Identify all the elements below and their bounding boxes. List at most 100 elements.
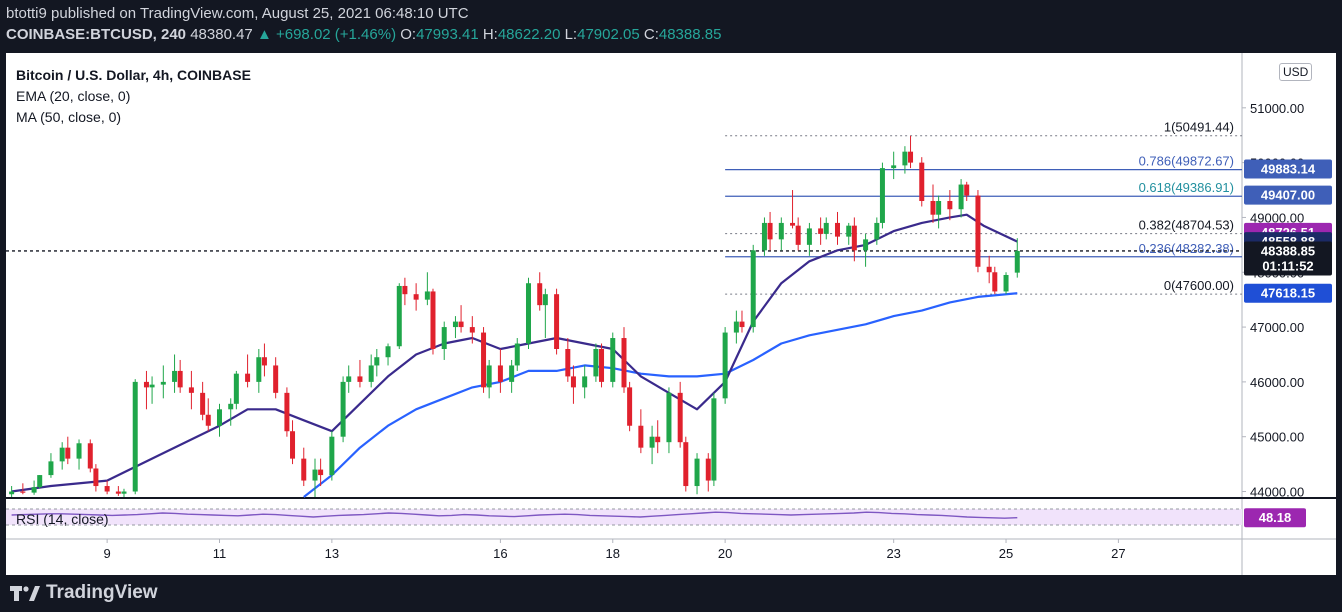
y-tick-label: 44000.00 — [1250, 485, 1304, 500]
y-tick-label: 45000.00 — [1250, 430, 1304, 445]
candle-body — [525, 283, 531, 344]
candle-body — [481, 332, 487, 388]
candle-body — [975, 195, 981, 267]
candle-body — [778, 222, 784, 240]
candle-body — [621, 338, 627, 388]
candle-body — [413, 294, 419, 300]
rsi-line — [11, 511, 1018, 519]
candle-body — [37, 475, 43, 488]
candle-body — [290, 431, 296, 459]
candle-body — [318, 469, 324, 476]
candle-body — [115, 491, 121, 494]
candle-body — [312, 469, 318, 481]
candle-body — [655, 436, 661, 443]
x-tick-label: 20 — [718, 546, 732, 561]
currency-button[interactable]: USD — [1279, 63, 1313, 81]
fib-label: 0.618(49386.91) — [1139, 180, 1234, 195]
ohlc-high-label: H: — [482, 26, 498, 43]
candle-body — [694, 458, 700, 487]
price-badge-label: 49407.00 — [1261, 188, 1315, 203]
candle-body — [514, 343, 520, 366]
candle-body — [76, 443, 82, 459]
x-tick-label: 23 — [886, 546, 900, 561]
candle-body — [879, 168, 885, 223]
candle-body — [188, 387, 194, 393]
candle-body — [806, 228, 812, 245]
price-badge-label: 49883.14 — [1261, 162, 1316, 177]
price-badge-label: 48388.85 — [1261, 243, 1315, 258]
candle-body — [143, 381, 149, 388]
candle-body — [542, 294, 548, 306]
chart-panel[interactable]: 44000.0045000.0046000.0047000.0048000.00… — [6, 53, 1336, 575]
candle-body — [992, 272, 998, 292]
candle-body — [357, 376, 363, 382]
fib-label: 0(47600.00) — [1164, 278, 1234, 293]
legend-title: Bitcoin / U.S. Dollar, 4h, COINBASE — [16, 67, 251, 83]
candle-body — [261, 357, 267, 366]
ohlc-open-value: 47993.41 — [416, 26, 479, 43]
candle-body — [846, 225, 852, 237]
price-badge-label: 47618.15 — [1261, 286, 1315, 301]
candle-body — [582, 376, 588, 388]
candle-body — [554, 294, 560, 349]
legend-ma[interactable]: MA (50, close, 0) — [16, 109, 122, 125]
fib-label: 0.382(48704.53) — [1139, 218, 1234, 233]
tradingview-logo[interactable]: TradingView — [10, 582, 158, 604]
candle-body — [452, 321, 458, 328]
y-tick-label: 47000.00 — [1250, 320, 1304, 335]
candle-body — [986, 266, 992, 273]
price-badge — [1244, 159, 1332, 179]
fib-label: 0.786(49872.67) — [1139, 154, 1234, 169]
candle-body — [795, 225, 801, 245]
footer-bar: TradingView — [0, 575, 1342, 612]
candle-body — [424, 291, 430, 300]
candle-body — [750, 250, 756, 328]
candle-body — [851, 225, 857, 251]
candle-body — [1003, 275, 1009, 292]
candle-body — [104, 486, 110, 492]
candle-body — [177, 370, 183, 388]
header-bar: btotti9 published on TradingView.com, Au… — [0, 0, 1342, 50]
published-line: btotti9 published on TradingView.com, Au… — [6, 5, 469, 22]
candle-body — [919, 162, 925, 201]
candle-body — [947, 201, 953, 210]
candle-body — [458, 321, 464, 328]
candle-body — [733, 321, 739, 333]
candle-body — [368, 365, 374, 382]
ma-line — [303, 292, 1018, 498]
candle-body — [205, 414, 211, 426]
candle-body — [705, 458, 711, 481]
ohlc-close-label: C: — [643, 26, 659, 43]
candle-body — [228, 403, 234, 410]
price-chart[interactable]: 44000.0045000.0046000.0047000.0048000.00… — [6, 53, 1336, 575]
candle-body — [65, 447, 71, 459]
candle-body — [818, 228, 824, 234]
tradingview-logo-icon — [10, 586, 40, 601]
ohlc-open-label: O: — [400, 26, 417, 43]
candle-body — [823, 222, 829, 234]
candle-body — [863, 239, 869, 251]
candle-body — [441, 327, 447, 349]
candle-body — [767, 222, 773, 240]
y-tick-label: 46000.00 — [1250, 375, 1304, 390]
candle-body — [273, 365, 279, 393]
candle-body — [739, 321, 745, 328]
countdown-label: 01:11:52 — [1262, 258, 1313, 273]
x-tick-label: 16 — [493, 546, 507, 561]
rsi-legend[interactable]: RSI (14, close) — [16, 511, 109, 527]
candle-body — [834, 222, 840, 237]
legend-ema[interactable]: EMA (20, close, 0) — [16, 88, 131, 104]
candle-body — [160, 381, 166, 385]
candle-body — [396, 285, 402, 347]
candle-body — [48, 461, 54, 476]
candle-body — [761, 222, 767, 251]
candle-body — [346, 376, 352, 382]
candle-body — [874, 222, 880, 240]
candle-body — [599, 349, 605, 382]
symbol-label[interactable]: COINBASE:BTCUSD, 240 — [6, 26, 187, 43]
candle-body — [284, 392, 290, 432]
candle-body — [340, 381, 346, 437]
rsi-badge-label: 48.18 — [1259, 510, 1292, 525]
rsi-badge — [1244, 508, 1306, 528]
x-tick-label: 9 — [104, 546, 111, 561]
